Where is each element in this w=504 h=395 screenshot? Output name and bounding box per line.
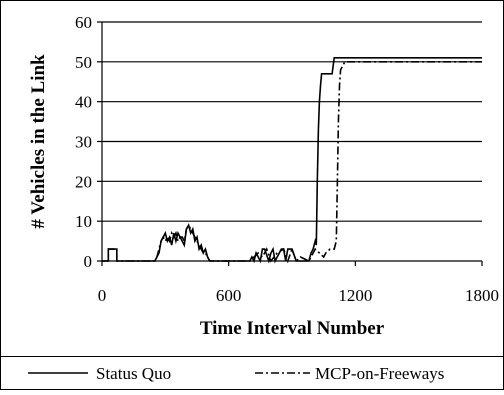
x-tick-label: 600 xyxy=(216,286,242,305)
legend-label-2: MCP-on-Freeways xyxy=(315,364,444,383)
legend: Status Quo MCP-on-Freeways xyxy=(28,364,444,383)
y-tick-label: 10 xyxy=(75,212,92,231)
y-tick-label: 20 xyxy=(75,172,92,191)
y-tick-label: 60 xyxy=(75,13,92,32)
x-tick-label: 1800 xyxy=(465,286,499,305)
y-tick-label: 0 xyxy=(84,252,93,271)
y-tick-label: 40 xyxy=(75,93,92,112)
series-line-2 xyxy=(102,60,482,264)
axes xyxy=(97,21,483,266)
x-tick-label: 0 xyxy=(98,286,107,305)
series-lines xyxy=(102,56,482,264)
y-tick-label: 30 xyxy=(75,133,92,152)
x-axis-title: Time Interval Number xyxy=(200,318,385,339)
y-axis-title: # Vehicles in the Link xyxy=(28,54,49,229)
series-line-1 xyxy=(102,56,482,264)
legend-label-1: Status Quo xyxy=(96,364,171,383)
y-tick-label: 50 xyxy=(75,53,92,72)
gridlines xyxy=(102,21,482,222)
x-tick-label: 1200 xyxy=(338,286,372,305)
